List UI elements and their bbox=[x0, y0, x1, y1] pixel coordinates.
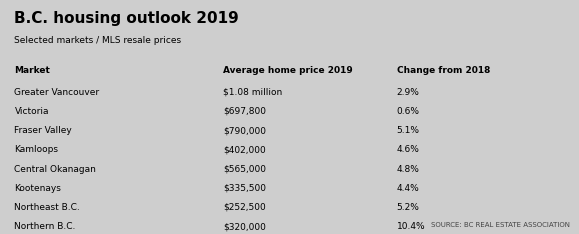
Text: 4.6%: 4.6% bbox=[397, 145, 420, 154]
Text: $320,000: $320,000 bbox=[223, 222, 266, 231]
Text: Victoria: Victoria bbox=[14, 107, 49, 116]
Text: Change from 2018: Change from 2018 bbox=[397, 66, 490, 74]
Text: 5.2%: 5.2% bbox=[397, 203, 420, 212]
Text: $335,500: $335,500 bbox=[223, 184, 266, 193]
Text: $790,000: $790,000 bbox=[223, 126, 266, 135]
Text: $697,800: $697,800 bbox=[223, 107, 266, 116]
Text: B.C. housing outlook 2019: B.C. housing outlook 2019 bbox=[14, 11, 239, 26]
Text: SOURCE: BC REAL ESTATE ASSOCIATION: SOURCE: BC REAL ESTATE ASSOCIATION bbox=[431, 222, 570, 228]
Text: 5.1%: 5.1% bbox=[397, 126, 420, 135]
Text: Selected markets / MLS resale prices: Selected markets / MLS resale prices bbox=[14, 36, 182, 45]
Text: 4.4%: 4.4% bbox=[397, 184, 419, 193]
Text: Average home price 2019: Average home price 2019 bbox=[223, 66, 353, 74]
Text: $565,000: $565,000 bbox=[223, 165, 266, 173]
Text: 2.9%: 2.9% bbox=[397, 88, 420, 97]
Text: Kootenays: Kootenays bbox=[14, 184, 61, 193]
Text: Kamloops: Kamloops bbox=[14, 145, 58, 154]
Text: Central Okanagan: Central Okanagan bbox=[14, 165, 96, 173]
Text: 4.8%: 4.8% bbox=[397, 165, 420, 173]
Text: $252,500: $252,500 bbox=[223, 203, 266, 212]
Text: $402,000: $402,000 bbox=[223, 145, 266, 154]
Text: Greater Vancouver: Greater Vancouver bbox=[14, 88, 100, 97]
Text: Market: Market bbox=[14, 66, 50, 74]
Text: Northern B.C.: Northern B.C. bbox=[14, 222, 76, 231]
Text: Fraser Valley: Fraser Valley bbox=[14, 126, 72, 135]
Text: $1.08 million: $1.08 million bbox=[223, 88, 282, 97]
Text: 0.6%: 0.6% bbox=[397, 107, 420, 116]
Text: Northeast B.C.: Northeast B.C. bbox=[14, 203, 80, 212]
Text: 10.4%: 10.4% bbox=[397, 222, 425, 231]
